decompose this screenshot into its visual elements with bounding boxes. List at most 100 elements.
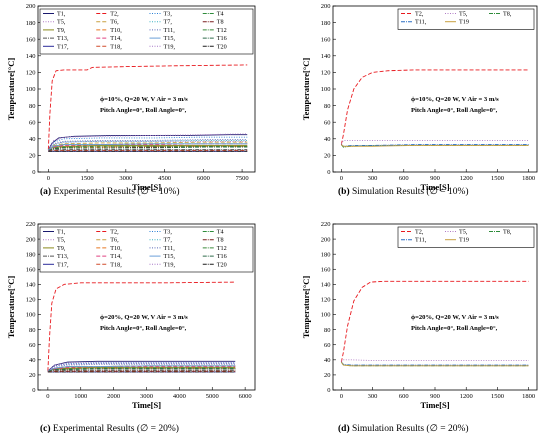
legend-label: T7, (164, 237, 173, 244)
x-tick-label: 900 (430, 175, 440, 182)
series-line-t2 (340, 69, 529, 145)
legend-label: T15, (164, 35, 176, 42)
y-tick-label: 20 (29, 153, 36, 160)
x-tick-label: 4000 (173, 393, 186, 400)
legend-label: T3, (164, 11, 173, 18)
series-line-t11 (340, 361, 529, 366)
series-line-t15 (47, 365, 236, 372)
legend-label: T8, (503, 229, 512, 236)
legend-label: T13, (57, 253, 69, 260)
legend-label: T1, (57, 11, 66, 18)
y-tick-label: 220 (321, 221, 331, 228)
series-line-t15 (48, 143, 248, 151)
x-tick-label: 6000 (197, 175, 210, 182)
series-line-t2 (340, 280, 529, 363)
figure-caption: (b) Simulation Results (∅ = 10%) (338, 186, 469, 197)
series-line-t12 (47, 367, 236, 372)
x-tick-label: 1500 (491, 175, 504, 182)
caption-text: Experimental Results (∅ = 10%) (53, 186, 179, 197)
series-line-t19 (47, 140, 248, 151)
legend-label: T10, (110, 27, 122, 34)
caption-letter: (c) (40, 423, 51, 434)
y-tick-label: 60 (324, 342, 331, 349)
chart-a: 0 20 40 60 80 100 120 140 160 180 200 0 1500 3000 4500… (6, 3, 256, 197)
legend-label: T17, (57, 261, 69, 268)
y-tick-label: 60 (29, 119, 36, 126)
y-tick-label: 0 (32, 169, 35, 176)
y-tick-label: 100 (321, 86, 331, 93)
figure-caption: (c) Experimental Results (∅ = 20%) (40, 423, 179, 434)
legend-label: T14, (110, 253, 122, 260)
series-line-t1 (47, 360, 236, 372)
series-line-t19 (47, 363, 236, 372)
x-axis-title: Time[S] (132, 400, 161, 410)
x-tick-label: 4500 (158, 175, 171, 182)
series-line-t13 (47, 369, 236, 372)
annotation-line: Pitch Angle=0°, Roll Angle=0°, (100, 325, 187, 332)
caption-letter: (b) (338, 186, 350, 197)
y-axis-title: Temperature[°C] (6, 276, 16, 339)
y-tick-label: 40 (324, 357, 331, 364)
chart-b: 0 20 40 60 80 100 120 140 160 180 200 0 300 600 900 120… (301, 3, 538, 197)
series-line-t5 (341, 359, 529, 362)
y-tick-label: 180 (321, 20, 331, 27)
caption-text: Experimental Results (∅ = 20%) (53, 423, 179, 434)
x-tick-label: 7500 (236, 175, 249, 182)
y-tick-label: 80 (324, 327, 331, 334)
x-tick-label: 3000 (140, 393, 153, 400)
annotation-line: Pitch Angle=0°, Roll Angle=0°, (411, 325, 498, 332)
y-axis-title: Temperature[°C] (6, 58, 16, 121)
x-tick-label: 5000 (206, 393, 219, 400)
y-tick-label: 200 (321, 3, 331, 10)
legend-label: T2, (415, 229, 424, 236)
legend-label: T13, (57, 35, 69, 42)
y-tick-label: 120 (321, 297, 331, 304)
x-tick-label: 1000 (74, 393, 87, 400)
y-tick-label: 0 (327, 387, 330, 394)
x-tick-label: 1500 (491, 393, 504, 400)
legend-label: T14, (110, 35, 122, 42)
y-tick-label: 160 (26, 36, 36, 43)
legend-label: T12 (217, 27, 227, 34)
series-line-t16 (47, 368, 236, 372)
legend-label: T16 (217, 253, 227, 260)
y-tick-label: 180 (26, 251, 36, 258)
chart-d: 0 20 40 60 80 100 120 140 160 180 200 220 0 300 600 900… (301, 221, 538, 434)
y-tick-label: 0 (327, 169, 330, 176)
y-tick-label: 200 (26, 236, 36, 243)
legend-label: T11, (164, 27, 176, 34)
legend-label: T6, (110, 237, 119, 244)
x-tick-label: 1800 (522, 393, 535, 400)
y-tick-label: 200 (26, 3, 36, 10)
x-tick-label: 0 (47, 175, 50, 182)
y-tick-label: 120 (26, 297, 36, 304)
legend-box (39, 8, 254, 55)
series-line-t5 (47, 133, 248, 150)
legend-label: T11, (164, 245, 176, 252)
x-tick-label: 1500 (81, 175, 94, 182)
legend-label: T8 (217, 237, 224, 244)
caption-letter: (a) (40, 186, 51, 197)
y-tick-label: 160 (321, 36, 331, 43)
series-line-t19 (341, 144, 529, 147)
y-tick-label: 120 (26, 70, 36, 77)
y-tick-label: 20 (324, 153, 331, 160)
legend-label: T10, (110, 245, 122, 252)
y-tick-label: 60 (324, 119, 331, 126)
series-group (340, 69, 529, 148)
y-tick-label: 40 (29, 357, 36, 364)
x-tick-label: 1800 (522, 175, 535, 182)
legend-label: T4 (217, 229, 224, 236)
x-tick-label: 600 (399, 175, 409, 182)
legend-label: T11, (415, 19, 427, 26)
series-line-t18 (48, 149, 248, 152)
y-tick-label: 140 (26, 53, 36, 60)
y-axis-title: Temperature[°C] (301, 276, 311, 339)
x-tick-label: 0 (340, 175, 343, 182)
y-tick-label: 220 (26, 221, 36, 228)
legend-label: T2, (415, 11, 424, 18)
legend-label: T5, (459, 11, 468, 18)
x-tick-label: 900 (430, 393, 440, 400)
y-tick-label: 180 (26, 20, 36, 27)
legend-label: T1, (57, 229, 66, 236)
